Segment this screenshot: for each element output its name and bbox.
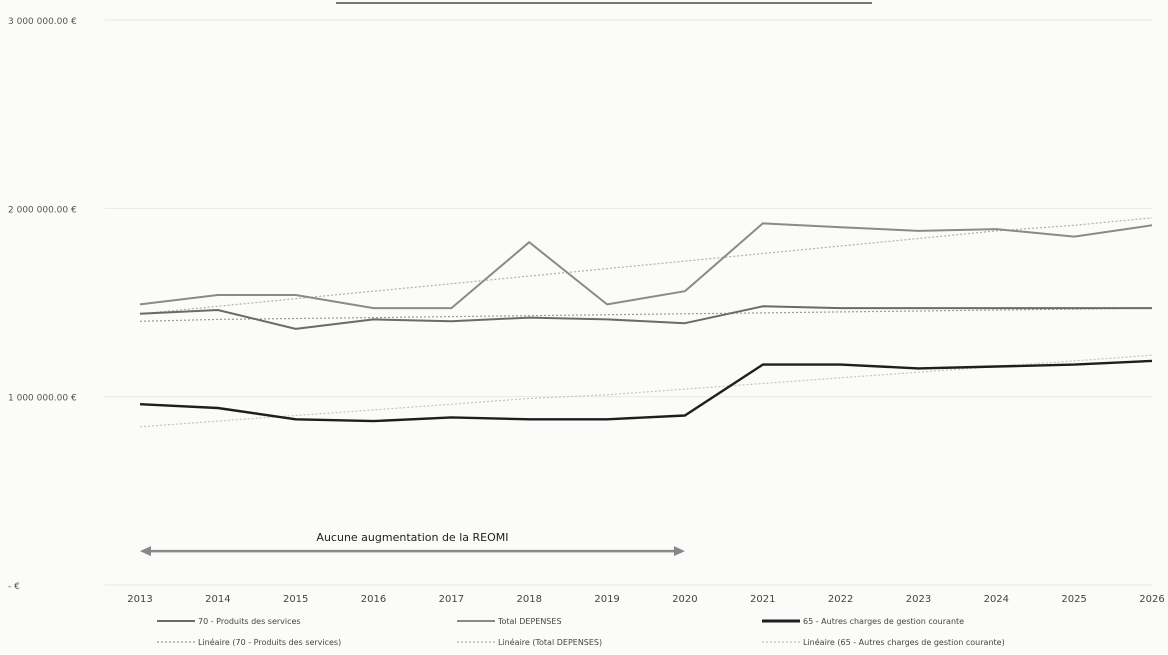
y-tick-label-3: 3 000 000.00 € — [8, 17, 77, 27]
x-tick-label-4: 2017 — [439, 594, 464, 605]
x-tick-label-0: 2013 — [127, 594, 152, 605]
x-tick-label-11: 2024 — [984, 594, 1009, 605]
y-tick-label-0: - € — [8, 582, 20, 592]
x-tick-label-13: 2026 — [1139, 594, 1164, 605]
x-tick-label-5: 2018 — [517, 594, 542, 605]
legend-label-0: 70 - Produits des services — [198, 617, 301, 626]
x-tick-label-1: 2014 — [205, 594, 230, 605]
series-line-1 — [139, 222, 1153, 310]
x-tick-label-7: 2020 — [672, 594, 697, 605]
x-tick-label-3: 2016 — [361, 594, 386, 605]
legend-label-1: Total DEPENSES — [497, 617, 562, 626]
series-line-3 — [139, 307, 1153, 322]
annotation-arrow-head-right — [673, 546, 685, 557]
y-tick-label-2: 2 000 000.00 € — [8, 205, 77, 215]
legend-label-2: 65 - Autres charges de gestion courante — [803, 617, 964, 626]
legend-label-3: Linéaire (70 - Produits des services) — [198, 637, 341, 647]
x-tick-label-10: 2023 — [906, 594, 931, 605]
x-tick-label-6: 2019 — [594, 594, 619, 605]
legend-label-5: Linéaire (65 - Autres charges de gestion… — [803, 637, 1005, 647]
x-tick-label-9: 2022 — [828, 594, 853, 605]
y-tick-label-1: 1 000 000.00 € — [8, 394, 77, 404]
x-tick-label-12: 2025 — [1061, 594, 1086, 605]
x-tick-label-2: 2015 — [283, 594, 308, 605]
x-tick-label-8: 2021 — [750, 594, 775, 605]
legend-label-4: Linéaire (Total DEPENSES) — [498, 637, 602, 647]
series-line-0 — [139, 305, 1152, 330]
series-line-2 — [139, 359, 1153, 423]
annotation-label: Aucune augmentation de la REOMI — [316, 531, 508, 544]
annotation-arrow-head-left — [140, 546, 151, 557]
